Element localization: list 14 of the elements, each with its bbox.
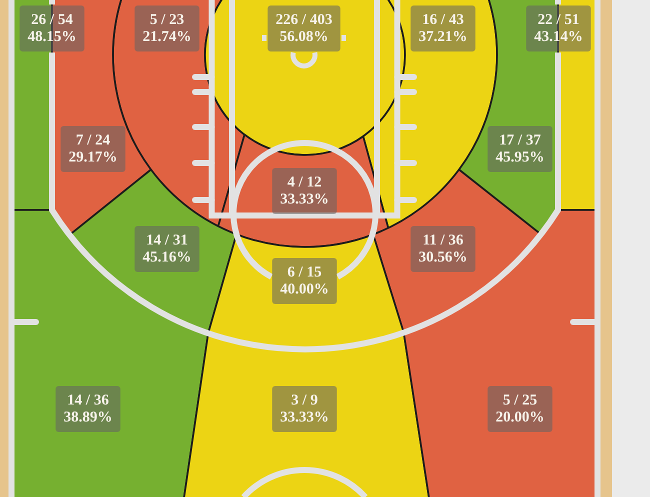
data-label: 3 / 9 33.33% [280,392,329,426]
data-label: 4 / 12 33.33% [280,174,329,208]
data-label: 17 / 37 45.95% [496,132,544,166]
data-label: 14 / 36 38.89% [64,392,112,426]
data-label: 26 / 54 48.15% [28,12,76,45]
data-label: 22 / 51 43.14% [534,12,583,45]
data-label: 11 / 36 30.56% [418,232,468,266]
data-label: 5 / 25 20.00% [496,392,544,426]
data-label: 226 / 403 56.08% [276,12,332,45]
data-label: 14 / 31 45.16% [142,232,192,266]
data-label: 16 / 43 37.21% [418,12,468,45]
data-label: 6 / 15 40.00% [280,264,329,298]
data-label: 5 / 23 21.74% [142,12,192,45]
data-label: 7 / 24 29.17% [68,132,118,166]
